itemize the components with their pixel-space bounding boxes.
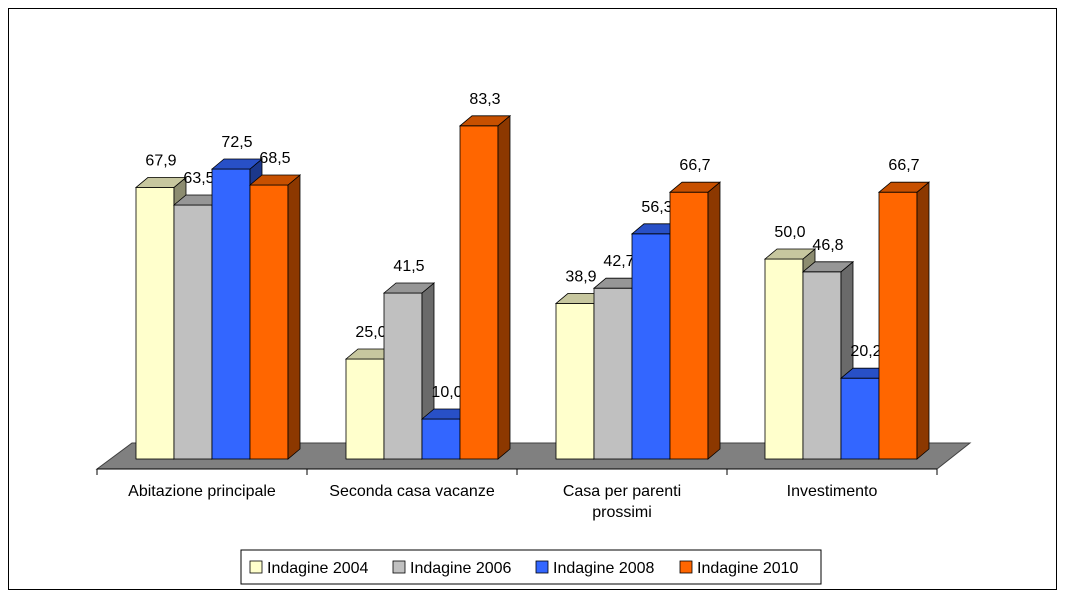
data-label: 50,0 — [774, 224, 805, 241]
category-label: Casa per parenti prossimi — [563, 483, 681, 521]
data-label: 41,5 — [393, 258, 424, 275]
category-label: Investimento — [787, 483, 878, 500]
legend-swatch — [249, 560, 263, 574]
legend: Indagine 2004 Indagine 2006 Indagine 2008 I… — [240, 549, 822, 585]
data-label: 68,5 — [259, 150, 290, 167]
data-label: 67,9 — [145, 152, 176, 169]
data-label: 83,3 — [469, 91, 500, 108]
bar-1-4 — [248, 174, 302, 460]
legend-swatch — [392, 560, 406, 574]
data-label: 20,2 — [850, 343, 881, 360]
bar-4-4 — [877, 181, 931, 460]
data-label: 46,8 — [812, 237, 843, 254]
legend-label: Indagine 2010 — [697, 560, 799, 577]
category-label: Abitazione principale — [128, 483, 276, 500]
data-label: 72,5 — [221, 134, 252, 151]
data-label: 38,9 — [565, 268, 596, 285]
data-label: 56,3 — [641, 199, 672, 216]
legend-label: Indagine 2008 — [553, 560, 655, 577]
data-label: 25,0 — [355, 324, 386, 341]
bar-3-4 — [668, 181, 722, 460]
data-label: 10,0 — [431, 384, 462, 401]
data-label: 66,7 — [888, 157, 919, 174]
data-label: 42,7 — [603, 253, 634, 270]
data-label: 66,7 — [679, 157, 710, 174]
bar-2-4 — [458, 114, 512, 460]
legend-swatch — [679, 560, 693, 574]
legend-swatch — [535, 560, 549, 574]
category-label: Seconda casa vacanze — [329, 483, 495, 500]
legend-label: Indagine 2006 — [410, 560, 512, 577]
data-label: 63,5 — [183, 170, 214, 187]
legend-label: Indagine 2004 — [267, 560, 369, 577]
